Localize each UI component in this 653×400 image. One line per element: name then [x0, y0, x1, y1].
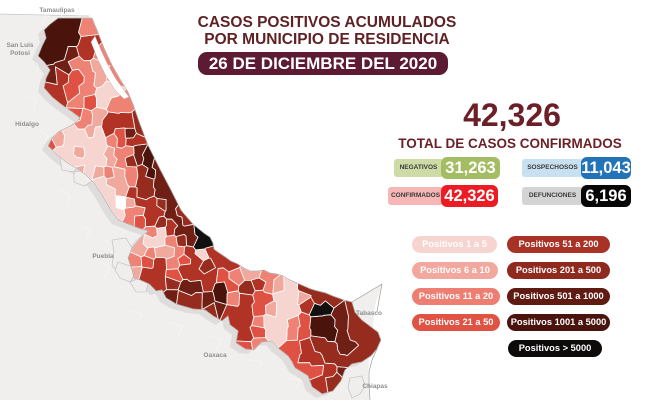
svg-text:Tamaulipas: Tamaulipas — [39, 7, 75, 14]
svg-text:San Luis: San Luis — [6, 42, 33, 49]
svg-text:Oaxaca: Oaxaca — [203, 352, 227, 359]
svg-text:Potosi: Potosi — [10, 50, 30, 57]
svg-text:Hidalgo: Hidalgo — [15, 121, 39, 128]
svg-text:Tabasco: Tabasco — [356, 310, 382, 317]
svg-text:Puebla: Puebla — [92, 253, 114, 260]
svg-text:Chiapas: Chiapas — [362, 383, 388, 390]
